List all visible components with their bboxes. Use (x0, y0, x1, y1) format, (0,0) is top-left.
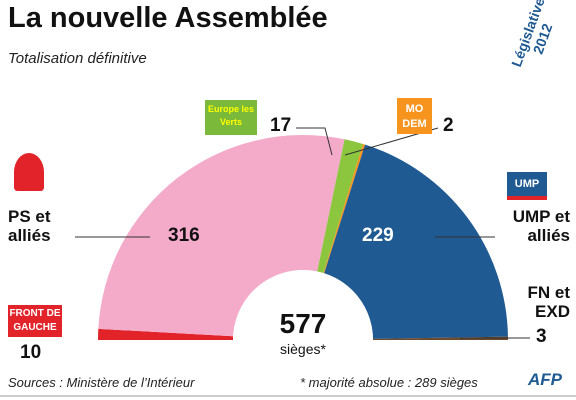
total-label: sièges* (280, 341, 326, 357)
seat-wedge (323, 143, 366, 274)
eelv-logo: Europe les Verts (205, 100, 257, 135)
center-hole (233, 270, 373, 400)
category-label: FN et EXD (527, 283, 571, 321)
total-value: 577 (279, 308, 327, 339)
fdg-logo: FRONT DE GAUCHE (8, 305, 62, 337)
seat-wedge (317, 139, 363, 274)
category-label: UMP et alliés (512, 207, 570, 245)
seat-wedge (98, 328, 234, 340)
ump-logo: UMP (507, 172, 547, 200)
seat-wedge (324, 144, 508, 339)
category-label: PS et alliés (8, 207, 51, 245)
ps-rose-icon (14, 153, 44, 191)
value-label: 229 (362, 225, 394, 246)
value-label: 10 (20, 342, 42, 363)
value-label: 3 (536, 326, 547, 347)
leader-line (296, 127, 333, 156)
modem-logo: MO DEM (397, 98, 432, 134)
credit: AFP (528, 370, 562, 389)
seat-wedge (98, 135, 345, 337)
seat-wedge (372, 336, 508, 340)
value-label: 17 (270, 115, 292, 136)
value-label: 316 (168, 225, 200, 246)
subtitle: Totalisation définitive (8, 50, 147, 67)
value-label: 2 (443, 115, 454, 136)
note: * majorité absolue : 289 sièges (300, 375, 478, 390)
source: Sources : Ministère de l’Intérieur (8, 375, 195, 390)
chart-title: La nouvelle Assemblée (8, 2, 328, 34)
